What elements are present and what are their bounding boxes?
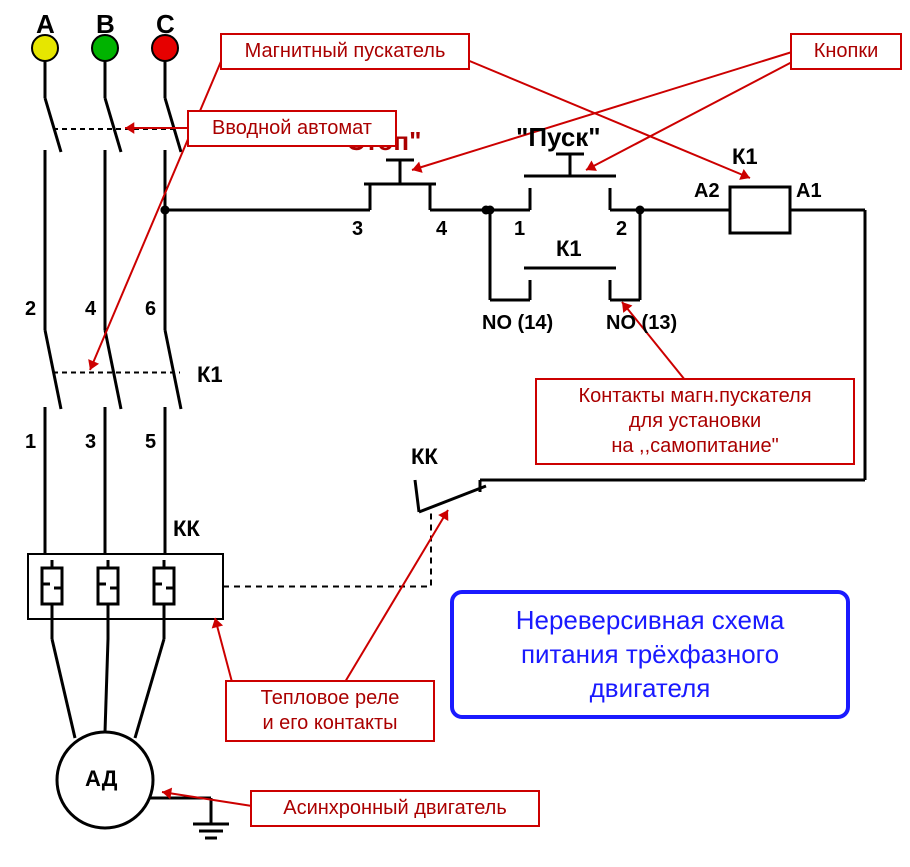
phase-label: A [36, 9, 55, 40]
annotation-magnetic_starter: Магнитный пускатель [220, 33, 470, 70]
annotation-input_breaker: Вводной автомат [187, 110, 397, 147]
annotation-async_motor: Асинхронный двигатель [250, 790, 540, 827]
coil-label: К1 [732, 144, 758, 170]
terminal-label: 4 [85, 298, 96, 321]
terminal-label: 5 [145, 431, 156, 454]
terminal-label: 1 [25, 431, 36, 454]
terminal-label: 2 [25, 298, 36, 321]
contactor-label: К1 [197, 362, 223, 388]
thermal-relay-label: КК [173, 516, 200, 542]
annotation-aux_contacts: Контакты магн.пускателядля установкина ,… [535, 378, 855, 465]
kk-contact-label: КК [411, 444, 438, 470]
contactor-coil [730, 187, 790, 233]
terminal-label: 3 [85, 431, 96, 454]
phase-label: C [156, 9, 175, 40]
motor-label: АД [85, 766, 117, 792]
annotation-thermal_relay_ann: Тепловое релеи его контакты [225, 680, 435, 742]
phase-label: B [96, 9, 115, 40]
aux-contact-label: К1 [556, 236, 582, 262]
start-button-label: "Пуск" [516, 122, 601, 153]
annotation-buttons: Кнопки [790, 33, 902, 70]
terminal-label: 6 [145, 298, 156, 321]
main-title: Нереверсивная схемапитания трёхфазногодв… [450, 590, 850, 719]
